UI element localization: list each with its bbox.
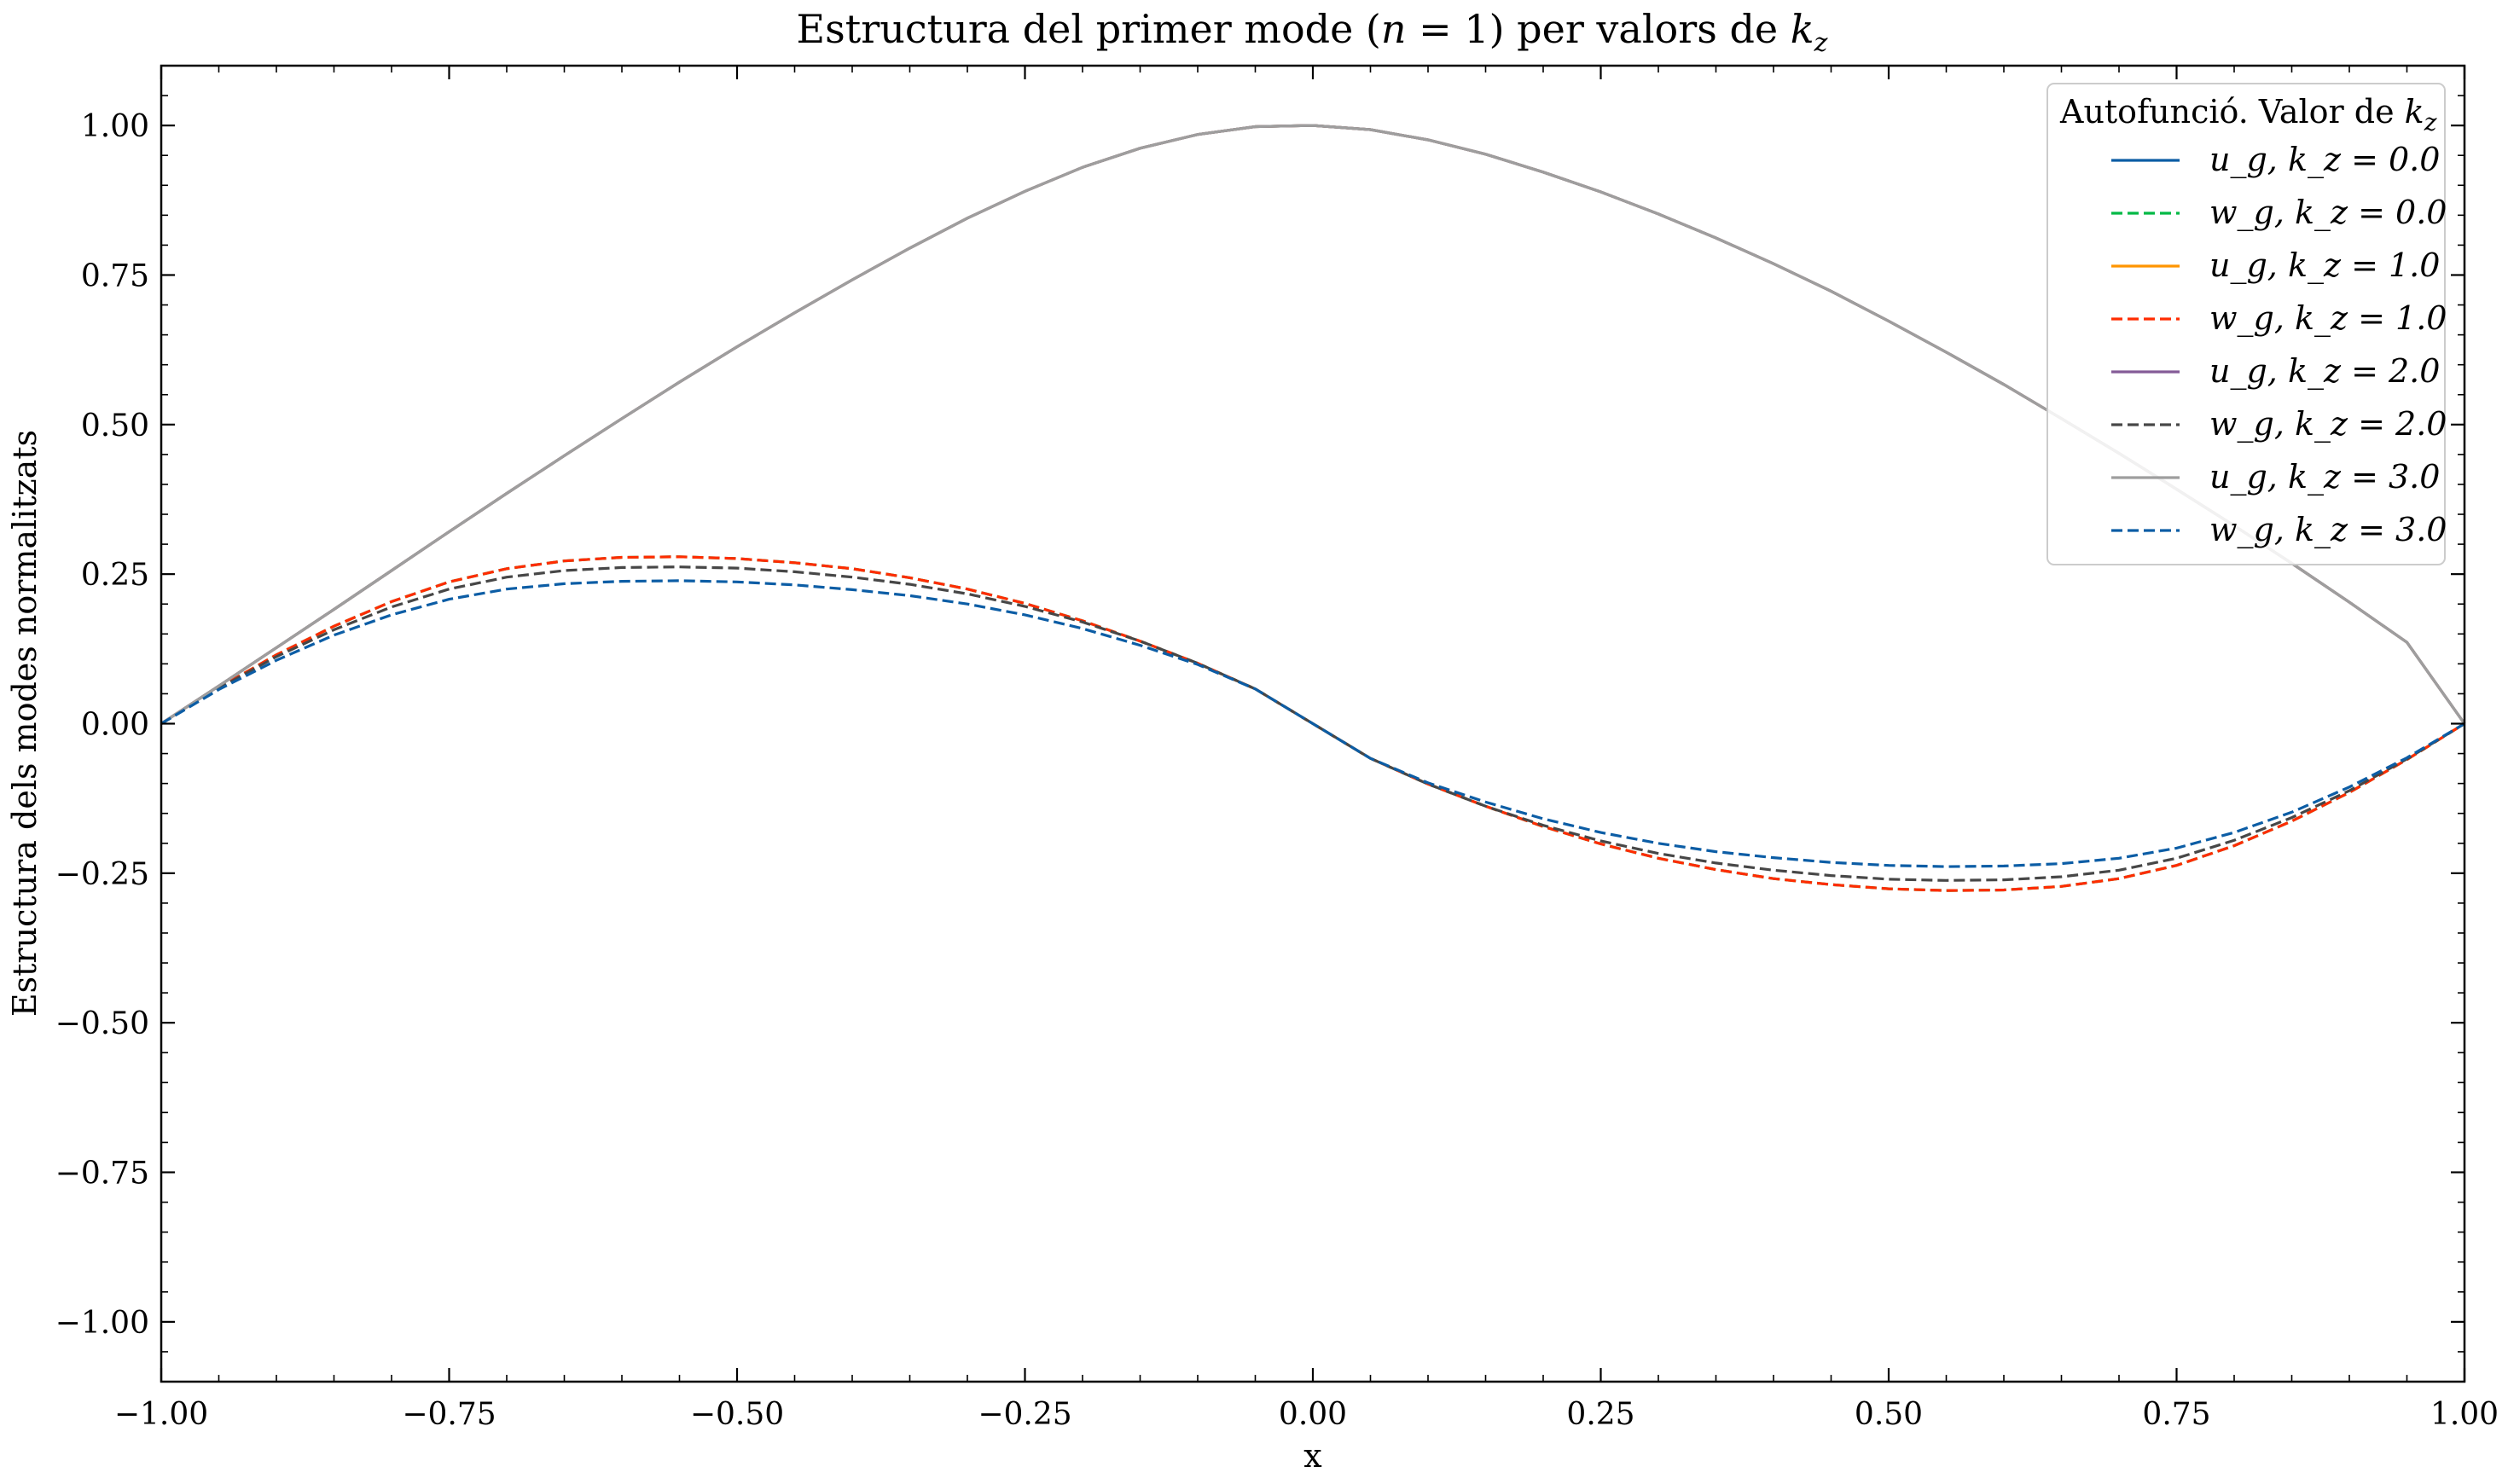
x-tick-label: 1.00 xyxy=(2430,1397,2499,1432)
y-axis-label: Estructura dels modes normalitzats xyxy=(6,430,44,1017)
y-tick-label: 0.75 xyxy=(81,258,149,293)
y-tick-label: 0.25 xyxy=(81,558,149,593)
y-tick-label: −1.00 xyxy=(55,1306,149,1341)
x-tick-label: −0.25 xyxy=(978,1397,1071,1432)
x-tick-label: −0.50 xyxy=(690,1397,784,1432)
legend-items: u_g, k_z = 0.0 w_g, k_z = 0.0 u_g, k_z = 1… xyxy=(2111,141,2447,549)
y-tick-label: −0.75 xyxy=(55,1156,149,1191)
y-tick-label: −0.50 xyxy=(55,1006,149,1041)
tick-layer: −1.00 −0.75 −0.50 −0.25 0.00 0.25 0.50 0.75 1.00… xyxy=(55,65,2499,1432)
y-tick-label: −0.25 xyxy=(55,857,149,892)
legend-label-8: w_g, k_z = 3.0 xyxy=(2209,511,2447,549)
legend-label-4: w_g, k_z = 1.0 xyxy=(2209,299,2447,338)
x-tick-label: −0.75 xyxy=(402,1397,496,1432)
legend: Autofunció. Valor de kz u_g, k_z = 0.0 w_… xyxy=(2046,83,2447,565)
legend-label-5: u_g, k_z = 2.0 xyxy=(2209,352,2440,391)
legend-box xyxy=(2046,83,2446,565)
y-tick-label: 1.00 xyxy=(81,109,149,144)
x-axis-label: x xyxy=(1303,1437,1321,1475)
legend-label-2: w_g, k_z = 0.0 xyxy=(2209,194,2447,232)
legend-title: Autofunció. Valor de kz xyxy=(2059,93,2437,136)
legend-label-7: u_g, k_z = 3.0 xyxy=(2209,458,2440,496)
legend-label-3: u_g, k_z = 1.0 xyxy=(2209,246,2440,285)
x-tick-label: 0.25 xyxy=(1566,1397,1634,1432)
legend-label-6: w_g, k_z = 2.0 xyxy=(2209,405,2447,443)
x-tick-label: 0.75 xyxy=(2142,1397,2210,1432)
x-tick-label: −1.00 xyxy=(114,1397,208,1432)
plot-frame xyxy=(160,64,2466,1383)
x-tick-label: 0.00 xyxy=(1279,1397,1347,1432)
x-tick-label: 0.50 xyxy=(1855,1397,1923,1432)
legend-label-1: u_g, k_z = 0.0 xyxy=(2209,141,2440,179)
y-tick-label: 0.00 xyxy=(81,708,149,743)
chart-title: Estructura del primer mode (n = 1) per v… xyxy=(797,6,1828,58)
series-line-8 xyxy=(160,579,2465,868)
y-tick-label: 0.50 xyxy=(81,409,149,443)
